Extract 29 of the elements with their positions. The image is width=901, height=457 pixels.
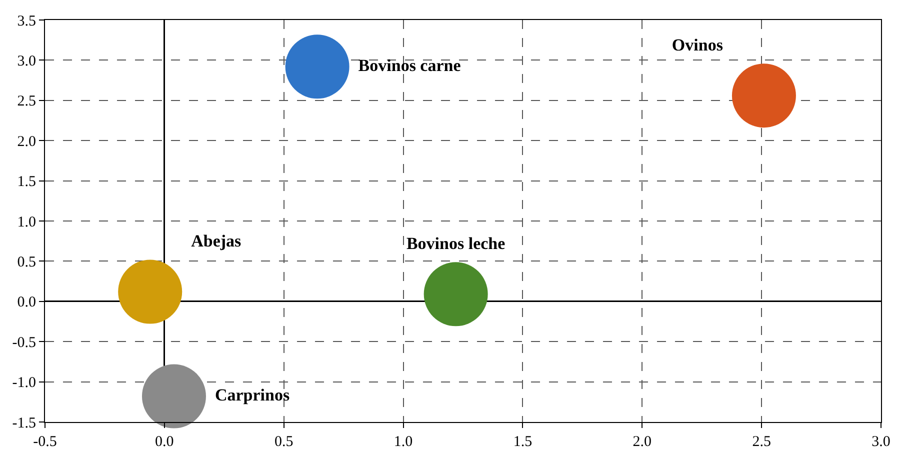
y-tick-label: 2.5: [17, 94, 36, 110]
series-label: Abejas: [191, 232, 242, 250]
y-tick-label: -1.5: [12, 415, 36, 432]
x-tick-label: 0.5: [274, 434, 294, 450]
y-tick-label: 0.0: [17, 294, 36, 311]
point: [732, 64, 796, 128]
series-label: Bovinos carne: [358, 56, 462, 75]
point: [424, 262, 488, 326]
x-tick-label: 2.0: [632, 434, 652, 450]
point: [118, 260, 182, 324]
x-tick-label: -0.5: [33, 434, 57, 450]
point: [285, 34, 350, 99]
y-tick-label: 3.5: [17, 13, 36, 30]
y-tick-label: 3.0: [17, 53, 36, 70]
x-tick-label: 2.5: [752, 434, 771, 450]
series-label: Ovinos: [672, 35, 724, 54]
x-tick-label: 1.0: [394, 434, 413, 450]
y-tick-label: 1.0: [17, 214, 36, 230]
series-label: Bovinos leche: [406, 234, 506, 253]
y-tick-label: -0.5: [12, 334, 36, 351]
x-tick-label: 0.0: [155, 434, 174, 450]
point: [142, 364, 206, 428]
y-tick-label: 2.0: [17, 134, 36, 150]
y-tick-label: -1.0: [12, 375, 36, 392]
y-tick-label: 0.5: [17, 254, 36, 270]
x-tick-label: 3.0: [872, 434, 890, 450]
series-label: Carprinos: [214, 386, 290, 405]
x-tick-label: 1.5: [513, 434, 532, 450]
y-tick-label: 1.5: [17, 174, 36, 190]
